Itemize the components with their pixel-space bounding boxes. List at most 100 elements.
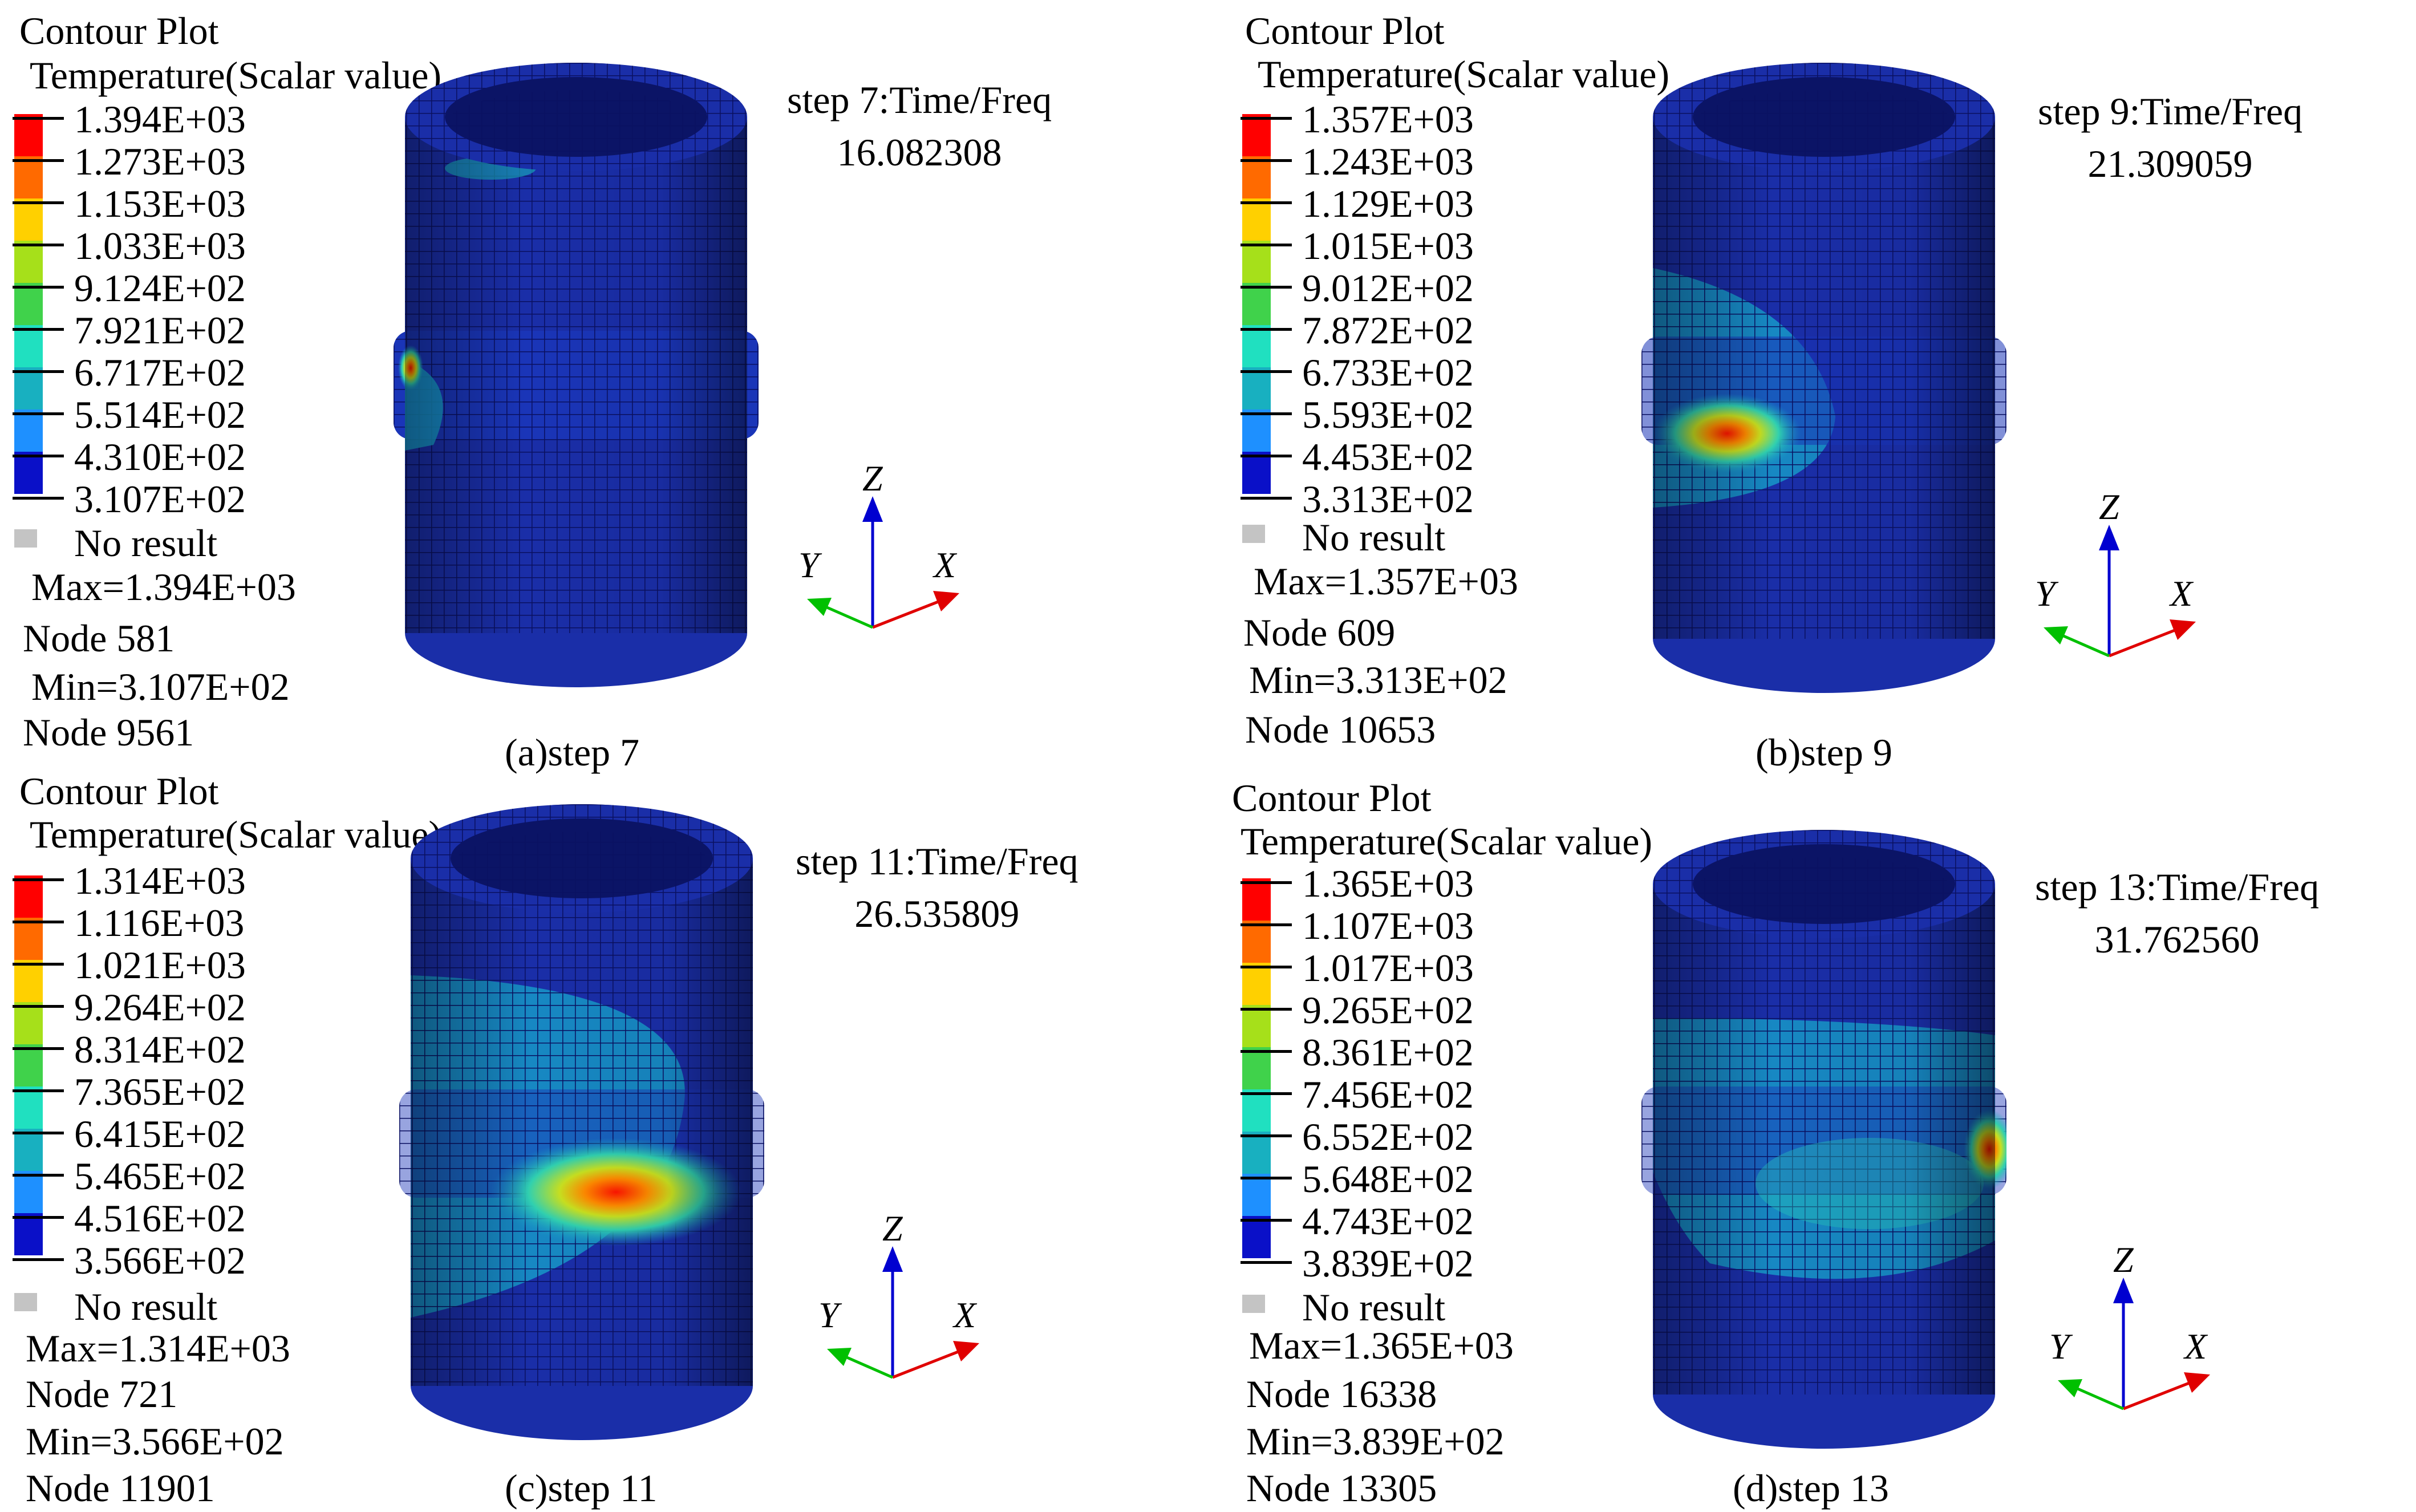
- legend-label: 1.129E+03: [1302, 182, 1474, 225]
- step-label: step 11:Time/Freq: [796, 840, 1079, 883]
- legend-tick: [1241, 286, 1292, 289]
- panel-step-13: Contour Plot Temperature(Scalar value) 1…: [1208, 756, 2416, 1511]
- legend-label: 1.314E+03: [74, 859, 246, 902]
- max-node: Node 16338: [1246, 1372, 1437, 1416]
- legend-label: 9.012E+02: [1302, 266, 1474, 310]
- legend-swatch: [14, 918, 43, 960]
- legend-tick: [1241, 1134, 1292, 1137]
- panel-caption: (b)step 9: [1756, 731, 1892, 774]
- legend-label: 4.743E+02: [1302, 1199, 1474, 1243]
- legend-tick: [1241, 1008, 1292, 1011]
- plot-title: Contour Plot: [19, 9, 219, 52]
- legend-tick: [13, 1258, 64, 1261]
- panel-caption: (d)step 13: [1733, 1466, 1889, 1510]
- legend-swatch: [14, 960, 43, 1002]
- legend-tick: [13, 328, 64, 331]
- legend-swatch: [1242, 1174, 1271, 1216]
- legend-label: 1.015E+03: [1302, 224, 1474, 267]
- legend-tick: [1241, 117, 1292, 120]
- legend-tick: [1241, 497, 1292, 500]
- legend-label: 6.733E+02: [1302, 351, 1474, 394]
- legend-tick: [1241, 370, 1292, 373]
- legend-label: 1.153E+03: [74, 182, 246, 225]
- min-value: Min=3.839E+02: [1246, 1420, 1505, 1463]
- legend-label: 3.107E+02: [74, 477, 246, 521]
- cylinder-model: [394, 63, 759, 687]
- axis-triad: Z X Y: [798, 458, 959, 629]
- axis-y-label: Y: [818, 1295, 842, 1335]
- legend-label: 1.243E+03: [1302, 140, 1474, 183]
- step-time: 31.762560: [2094, 917, 2260, 961]
- panel-step-11: Contour Plot Temperature(Scalar value) 1…: [0, 756, 1208, 1511]
- legend-swatch: [1242, 410, 1271, 452]
- step-info: step 11:Time/Freq 26.535809: [796, 836, 1079, 941]
- panel-step-9: Contour Plot Temperature(Scalar value) 1…: [1208, 0, 2416, 772]
- axis-x-label: X: [932, 545, 958, 585]
- legend-label: 7.456E+02: [1302, 1073, 1474, 1116]
- legend-swatch: [1242, 1216, 1271, 1258]
- step-time: 21.309059: [2087, 141, 2253, 185]
- legend-swatch: [14, 1087, 43, 1129]
- legend-tick: [1241, 201, 1292, 204]
- legend-label: 6.552E+02: [1302, 1115, 1474, 1158]
- legend-label: 1.357E+03: [1302, 98, 1474, 141]
- axis-triad: Z X Y: [818, 1208, 979, 1379]
- axis-y-label: Y: [2035, 573, 2059, 614]
- no-result-label: No result: [74, 521, 218, 565]
- step-label: step 9:Time/Freq: [2038, 90, 2303, 133]
- no-result-swatch: [1242, 1295, 1265, 1313]
- max-value: Max=1.314E+03: [26, 1327, 290, 1370]
- plot-subtitle: Temperature(Scalar value): [1251, 52, 1680, 98]
- legend-swatch: [1242, 921, 1271, 963]
- legend-label: 9.124E+02: [74, 266, 246, 310]
- axis-x-label: X: [952, 1295, 978, 1335]
- panel-caption: (c)step 11: [505, 1466, 658, 1510]
- legend-label: 5.593E+02: [1302, 393, 1474, 436]
- legend-swatch: [1242, 241, 1271, 283]
- plot-subtitle: Temperature(Scalar value): [1234, 820, 1663, 865]
- no-result-label: No result: [1302, 516, 1446, 559]
- legend-swatch: [1242, 367, 1271, 410]
- legend-swatch: [1242, 1132, 1271, 1174]
- legend-swatch: [1242, 1047, 1271, 1089]
- legend-swatch: [14, 198, 43, 241]
- legend-swatch: [1242, 283, 1271, 325]
- legend-tick: [1241, 1219, 1292, 1222]
- legend-label: 3.566E+02: [74, 1239, 246, 1282]
- legend-swatch: [1242, 452, 1271, 494]
- legend-tick: [13, 1216, 64, 1219]
- legend-swatch: [14, 1171, 43, 1213]
- step-label: step 13:Time/Freq: [2035, 865, 2320, 909]
- legend-swatch: [14, 114, 43, 156]
- axis-z-label: Z: [2099, 487, 2120, 527]
- legend-tick: [13, 201, 64, 204]
- axis-x-label: X: [2168, 573, 2194, 614]
- legend-swatch: [1242, 198, 1271, 241]
- plot-title: Contour Plot: [19, 769, 219, 813]
- legend-label: 7.921E+02: [74, 309, 246, 352]
- legend-tick: [13, 497, 64, 500]
- axis-y-label: Y: [2049, 1326, 2073, 1367]
- legend-tick: [13, 244, 64, 246]
- legend-label: 4.310E+02: [74, 435, 246, 479]
- legend-swatch: [14, 1002, 43, 1044]
- max-node: Node 581: [23, 617, 175, 660]
- max-value: Max=1.394E+03: [31, 565, 296, 609]
- legend-label: 5.465E+02: [74, 1154, 246, 1198]
- legend-label: 3.313E+02: [1302, 477, 1474, 521]
- legend-label: 5.514E+02: [74, 393, 246, 436]
- min-value: Min=3.566E+02: [26, 1420, 284, 1463]
- legend-swatch: [14, 283, 43, 325]
- max-node: Node 609: [1243, 611, 1396, 654]
- no-result-swatch: [14, 529, 37, 548]
- legend-tick: [1241, 1177, 1292, 1179]
- axis-z-label: Z: [882, 1208, 903, 1248]
- legend-label: 4.516E+02: [74, 1197, 246, 1240]
- legend-label: 6.717E+02: [74, 351, 246, 394]
- legend-swatch: [14, 452, 43, 494]
- legend-tick: [13, 1132, 64, 1134]
- min-node: Node 13305: [1246, 1466, 1437, 1510]
- legend-tick: [1241, 244, 1292, 246]
- legend-label: 4.453E+02: [1302, 435, 1474, 479]
- axis-z-label: Z: [2113, 1239, 2134, 1280]
